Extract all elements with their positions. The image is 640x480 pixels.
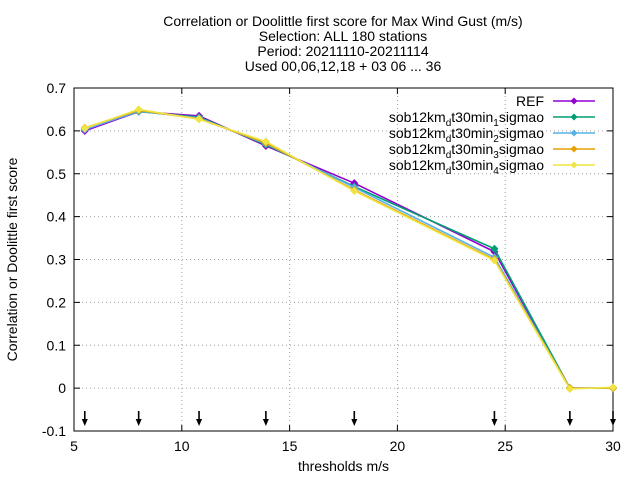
- legend-entry-1: sob12kmdt30min1sigmao: [389, 109, 595, 129]
- y-tick-label-3: 0.2: [47, 294, 67, 310]
- series-line-4: [84, 108, 614, 390]
- legend-marker-4: [570, 161, 578, 169]
- y-tick-label-6: 0.5: [47, 166, 67, 182]
- x-tick-label-3: 20: [390, 438, 406, 454]
- chart-title: Correlation or Doolittle first score for…: [163, 13, 522, 74]
- threshold-arrow-2: [196, 411, 203, 426]
- threshold-arrow-3: [262, 411, 269, 426]
- series-4: [80, 105, 618, 394]
- legend-label-4: sob12kmdt30min4sigmao: [389, 157, 544, 177]
- series-4-point-4: [350, 186, 359, 195]
- y-axis-label: Correlation or Doolittle first score: [4, 157, 20, 361]
- x-tick-label-0: 5: [70, 438, 78, 454]
- legend-marker-0: [570, 97, 578, 105]
- legend-label-1: sob12kmdt30min1sigmao: [389, 109, 544, 129]
- legend-label-3: sob12kmdt30min3sigmao: [389, 141, 544, 161]
- y-axis-ticks: -0.1 0 0.1 0.2 0.3 0.4 0.5 0.6 0.7: [42, 80, 613, 439]
- series-4-point-3: [261, 137, 270, 146]
- title-line-2: Selection: ALL 180 stations: [259, 28, 427, 44]
- legend-label-2: sob12kmdt30min2sigmao: [389, 125, 544, 145]
- series-4-point-6: [565, 384, 574, 394]
- legend: REFsob12kmdt30min1sigmaosob12kmdt30min2s…: [389, 93, 595, 177]
- x-tick-label-4: 25: [497, 438, 513, 454]
- legend-marker-3: [570, 145, 578, 153]
- x-tick-label-2: 15: [282, 438, 298, 454]
- threshold-arrow-7: [610, 411, 616, 426]
- y-tick-label-7: 0.6: [47, 123, 67, 139]
- threshold-arrow-6: [566, 411, 573, 426]
- title-line-1: Correlation or Doolittle first score for…: [163, 13, 522, 29]
- legend-marker-1: [570, 113, 578, 121]
- series-4-point-5: [490, 256, 499, 265]
- x-tick-label-5: 30: [605, 438, 621, 454]
- series-4-point-1: [134, 105, 143, 114]
- threshold-markers: [81, 411, 616, 426]
- x-axis-label: thresholds m/s: [298, 458, 389, 474]
- title-line-3: Period: 20211110-20211114: [257, 43, 428, 59]
- series-1-point-5: [490, 244, 499, 253]
- legend-entry-2: sob12kmdt30min2sigmao: [389, 125, 595, 145]
- threshold-arrow-1: [135, 411, 142, 426]
- y-tick-label-0: -0.1: [42, 423, 66, 439]
- threshold-arrow-0: [81, 411, 88, 426]
- y-tick-label-4: 0.3: [47, 252, 67, 268]
- y-tick-label-5: 0.4: [47, 209, 67, 225]
- x-tick-label-1: 10: [174, 438, 190, 454]
- legend-entry-3: sob12kmdt30min3sigmao: [389, 141, 595, 161]
- series-4-point-2: [194, 115, 204, 124]
- legend-label-0: REF: [516, 93, 544, 109]
- threshold-arrow-4: [351, 411, 358, 426]
- title-line-4: Used 00,06,12,18 + 03 06 ... 36: [245, 58, 442, 74]
- legend-marker-2: [570, 129, 578, 137]
- series-4-point-7: [608, 383, 618, 392]
- series-4-point-0: [80, 124, 89, 133]
- x-axis-ticks: 5 10 15 20 25 30: [70, 88, 621, 454]
- legend-entry-0: REF: [516, 93, 595, 109]
- series-lines: [80, 105, 618, 394]
- threshold-arrow-5: [491, 411, 498, 426]
- y-tick-label-1: 0: [58, 380, 66, 396]
- y-tick-label-2: 0.1: [47, 337, 67, 353]
- legend-entry-4: sob12kmdt30min4sigmao: [389, 157, 595, 177]
- y-tick-label-8: 0.7: [47, 80, 67, 96]
